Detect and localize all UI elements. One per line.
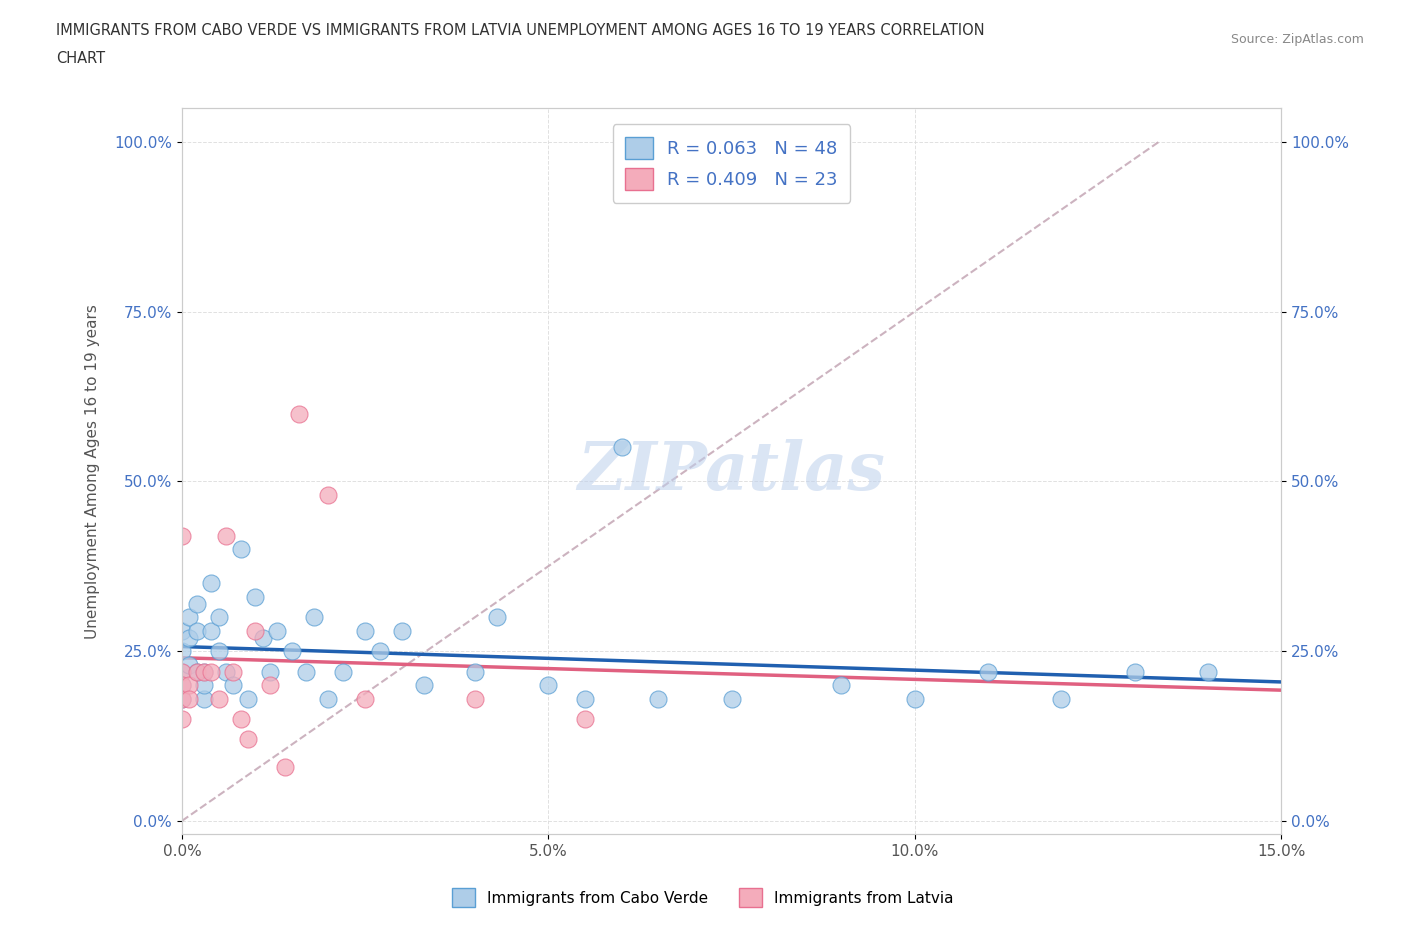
- Point: [193, 678, 215, 693]
- Point: [229, 711, 252, 726]
- Point: [1123, 664, 1146, 679]
- Point: [464, 664, 486, 679]
- Legend: R = 0.063   N = 48, R = 0.409   N = 23: R = 0.063 N = 48, R = 0.409 N = 23: [613, 125, 851, 203]
- Point: [207, 644, 229, 658]
- Point: [977, 664, 1000, 679]
- Point: [412, 678, 434, 693]
- Text: Source: ZipAtlas.com: Source: ZipAtlas.com: [1230, 33, 1364, 46]
- Point: [186, 664, 208, 679]
- Point: [1050, 691, 1073, 706]
- Point: [179, 610, 201, 625]
- Point: [215, 528, 238, 543]
- Point: [245, 623, 267, 638]
- Legend: Immigrants from Cabo Verde, Immigrants from Latvia: Immigrants from Cabo Verde, Immigrants f…: [446, 883, 960, 913]
- Point: [200, 576, 222, 591]
- Point: [193, 691, 215, 706]
- Point: [170, 678, 193, 693]
- Point: [318, 691, 340, 706]
- Point: [273, 759, 295, 774]
- Text: CHART: CHART: [56, 51, 105, 66]
- Point: [186, 623, 208, 638]
- Point: [200, 664, 222, 679]
- Point: [537, 678, 560, 693]
- Point: [464, 691, 486, 706]
- Point: [245, 590, 267, 604]
- Point: [186, 664, 208, 679]
- Point: [186, 596, 208, 611]
- Point: [391, 623, 413, 638]
- Point: [170, 644, 193, 658]
- Point: [318, 487, 340, 502]
- Point: [222, 664, 245, 679]
- Point: [295, 664, 318, 679]
- Point: [302, 610, 325, 625]
- Point: [193, 664, 215, 679]
- Point: [170, 691, 193, 706]
- Point: [170, 711, 193, 726]
- Point: [170, 664, 193, 679]
- Point: [200, 623, 222, 638]
- Point: [229, 542, 252, 557]
- Point: [252, 631, 274, 645]
- Point: [170, 528, 193, 543]
- Point: [354, 623, 377, 638]
- Point: [485, 610, 508, 625]
- Point: [179, 678, 201, 693]
- Point: [610, 440, 633, 455]
- Point: [170, 678, 193, 693]
- Point: [222, 678, 245, 693]
- Point: [332, 664, 354, 679]
- Point: [574, 691, 596, 706]
- Point: [904, 691, 927, 706]
- Text: IMMIGRANTS FROM CABO VERDE VS IMMIGRANTS FROM LATVIA UNEMPLOYMENT AMONG AGES 16 : IMMIGRANTS FROM CABO VERDE VS IMMIGRANTS…: [56, 23, 984, 38]
- Point: [574, 711, 596, 726]
- Point: [259, 678, 281, 693]
- Point: [236, 691, 259, 706]
- Point: [207, 691, 229, 706]
- Point: [170, 691, 193, 706]
- Point: [720, 691, 742, 706]
- Point: [170, 664, 193, 679]
- Point: [354, 691, 377, 706]
- Point: [170, 623, 193, 638]
- Point: [215, 664, 238, 679]
- Point: [266, 623, 288, 638]
- Point: [288, 406, 311, 421]
- Point: [179, 691, 201, 706]
- Point: [1197, 664, 1219, 679]
- Point: [830, 678, 852, 693]
- Point: [179, 631, 201, 645]
- Point: [259, 664, 281, 679]
- Point: [179, 658, 201, 672]
- Point: [281, 644, 304, 658]
- Point: [207, 610, 229, 625]
- Text: ZIPatlas: ZIPatlas: [578, 439, 886, 504]
- Point: [193, 664, 215, 679]
- Y-axis label: Unemployment Among Ages 16 to 19 years: Unemployment Among Ages 16 to 19 years: [86, 304, 100, 639]
- Point: [368, 644, 391, 658]
- Point: [647, 691, 669, 706]
- Point: [236, 732, 259, 747]
